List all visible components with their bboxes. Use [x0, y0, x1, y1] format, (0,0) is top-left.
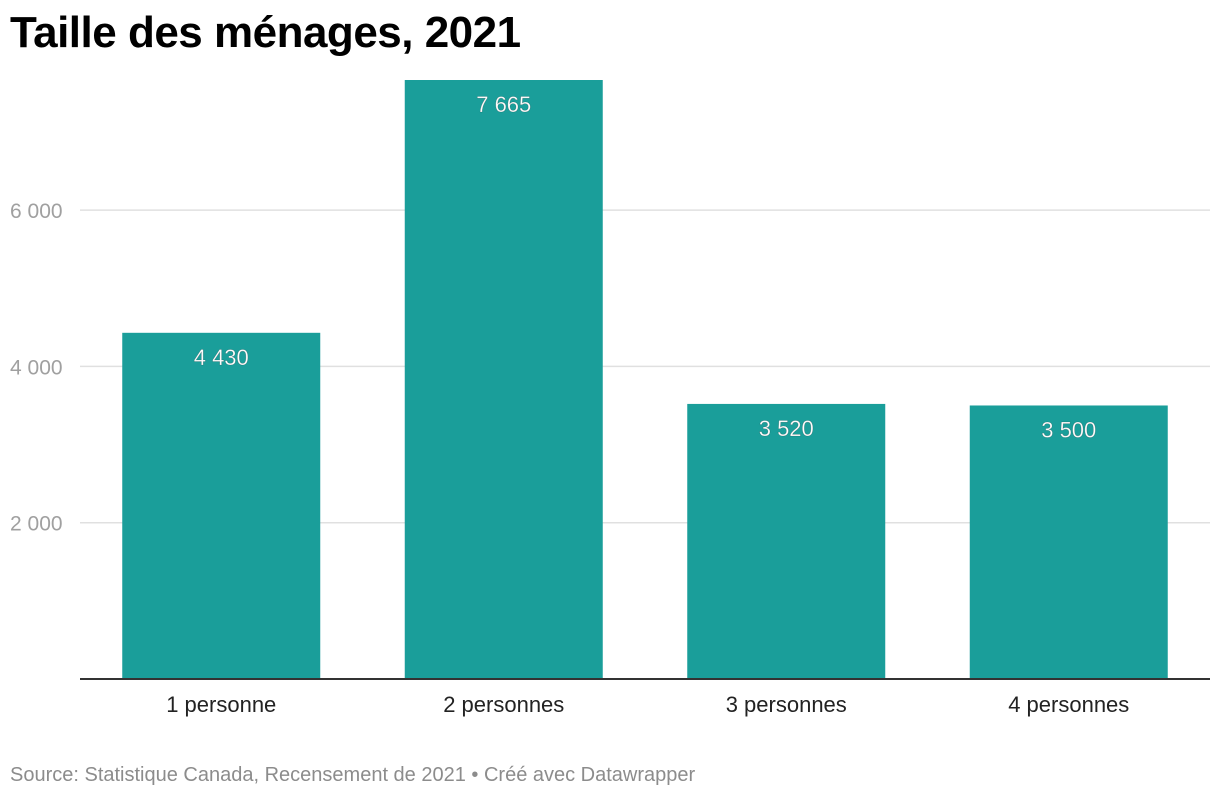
bar — [404, 80, 603, 679]
y-axis-ticks: 2 000 4 000 6 000 — [10, 200, 63, 536]
x-tick-label: 1 personne — [166, 692, 276, 717]
source-footer: Source: Statistique Canada, Recensement … — [10, 764, 696, 786]
bar-value-label: 7 665 — [476, 92, 531, 117]
y-tick-label: 4 000 — [10, 356, 63, 379]
bar-value-label: 3 520 — [759, 416, 814, 441]
bar — [687, 403, 886, 679]
bars — [122, 80, 1168, 679]
x-axis-ticks: 1 personne 2 personnes 3 personnes 4 person… — [166, 692, 1129, 717]
bar-value-label: 4 430 — [194, 345, 249, 370]
data-labels: 4 430 7 665 3 520 3 500 — [193, 92, 1096, 443]
bar-value-label: 3 500 — [1041, 417, 1096, 442]
bar — [122, 332, 321, 679]
y-tick-label: 2 000 — [10, 513, 63, 536]
x-tick-label: 3 personnes — [726, 692, 847, 717]
x-tick-label: 4 personnes — [1008, 692, 1129, 717]
bar — [969, 405, 1168, 679]
bar-chart: 2 000 4 000 6 000 4 430 7 665 3 520 3 500 1 p… — [10, 80, 1210, 717]
x-tick-label: 2 personnes — [443, 692, 564, 717]
chart-title: Taille des ménages, 2021 — [10, 8, 521, 57]
y-tick-label: 6 000 — [10, 200, 63, 223]
